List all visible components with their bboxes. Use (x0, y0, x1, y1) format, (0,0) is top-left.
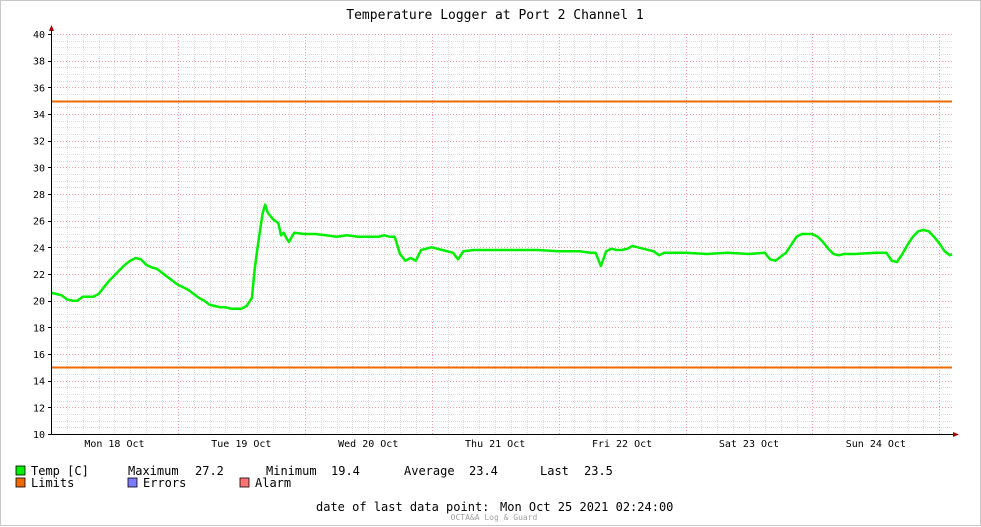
y-tick-label: 16 (33, 350, 45, 361)
temp-legend-label: Temp [C] (31, 464, 89, 478)
y-tick-label: 20 (33, 297, 45, 308)
y-tick-label: 18 (33, 323, 45, 334)
credit-text: OCTA&A Log & Guard (451, 513, 538, 522)
y-tick-label: 24 (33, 243, 45, 254)
average-label: Average (404, 464, 455, 478)
last-data-point-value: Mon Oct 25 2021 02:24:00 (500, 500, 673, 514)
minimum-label: Minimum (266, 464, 317, 478)
x-tick-label: Fri 22 Oct (592, 439, 652, 450)
errors-legend-label: Errors (143, 476, 186, 490)
x-tick-label: Tue 19 Oct (211, 439, 271, 450)
y-tick-labels: 10 12 14 16 18 20 22 24 26 28 30 32 34 36 38 40 (33, 30, 51, 441)
x-tick-label: Sun 24 Oct (846, 439, 906, 450)
chart-title: Temperature Logger at Port 2 Channel 1 (346, 8, 643, 23)
last-label: Last (540, 464, 569, 478)
minimum-value: 19.4 (331, 464, 360, 478)
legend: Temp [C] Maximum 27.2 Minimum 19.4 Avera… (15, 464, 613, 490)
y-tick-label: 12 (33, 403, 45, 414)
y-tick-label: 34 (33, 110, 45, 121)
temperature-series-line (50, 203, 953, 310)
maximum-value: 27.2 (195, 464, 224, 478)
y-tick-label: 26 (33, 217, 45, 228)
x-tick-label: Wed 20 Oct (338, 439, 398, 450)
x-tick-label: Mon 18 Oct (84, 439, 144, 450)
y-tick-label: 38 (33, 57, 45, 68)
last-value: 23.5 (584, 464, 613, 478)
y-tick-label: 40 (33, 30, 45, 41)
y-axis-arrow (49, 25, 54, 31)
y-tick-label: 28 (33, 190, 45, 201)
temp-legend-swatch (15, 465, 26, 476)
y-tick-label: 32 (33, 137, 45, 148)
limit-lines (51, 100, 952, 369)
y-tick-label: 10 (33, 430, 45, 441)
x-axis-arrow (953, 432, 959, 437)
x-tick-label: Sat 23 Oct (719, 439, 779, 450)
alarm-legend-swatch (239, 477, 250, 488)
axes (49, 25, 959, 437)
x-tick-labels: Mon 18 Oct Tue 19 Oct Wed 20 Oct Thu 21 Oct… (84, 439, 906, 450)
last-data-point-label: date of last data point: (316, 500, 489, 514)
minor-grid-y (51, 41, 952, 428)
y-tick-label: 30 (33, 163, 45, 174)
alarm-legend-label: Alarm (255, 476, 291, 490)
y-tick-label: 22 (33, 270, 45, 281)
errors-legend-swatch (127, 477, 138, 488)
maximum-label: Maximum (128, 464, 179, 478)
y-tick-label: 36 (33, 83, 45, 94)
limits-legend-swatch (15, 477, 26, 488)
x-tick-label: Thu 21 Oct (465, 439, 525, 450)
average-value: 23.4 (469, 464, 498, 478)
y-tick-label: 14 (33, 377, 45, 388)
limits-legend-label: Limits (31, 476, 74, 490)
